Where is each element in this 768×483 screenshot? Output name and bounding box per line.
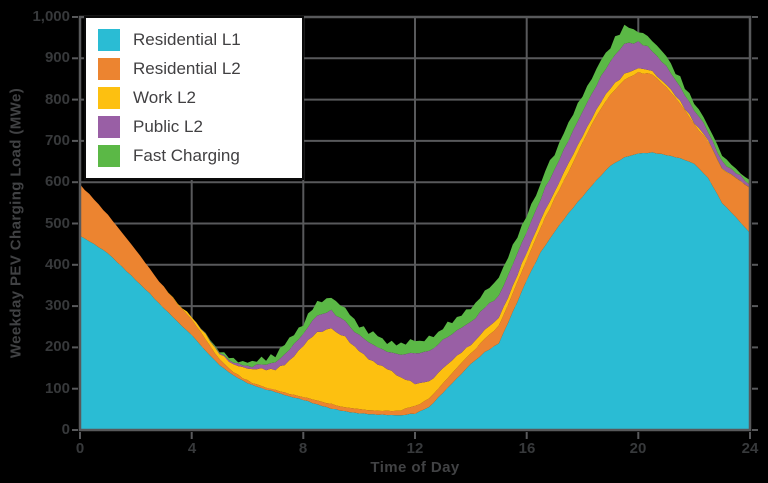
y-tick-label: 700 [44,132,70,149]
x-tick-label: 4 [187,440,197,457]
x-tick-label: 24 [741,440,759,457]
work-l2-swatch-icon [98,86,120,109]
x-axis-title: Time of Day [370,459,460,476]
residential-l2-swatch-icon [98,58,120,81]
y-tick-label: 1,000 [32,8,70,25]
x-tick-label: 8 [298,440,308,457]
y-tick-label: 400 [44,256,70,273]
y-tick-label: 800 [44,91,70,108]
legend: Residential L1 Residential L2 Work L2 Pu… [84,16,304,180]
legend-label: Work L2 [133,87,196,107]
x-tick-label: 0 [75,440,85,457]
y-tick-label: 0 [61,421,70,438]
legend-label: Public L2 [133,116,203,136]
legend-item-residential-l2: Residential L2 [98,58,290,81]
x-tick-label: 16 [518,440,536,457]
y-tick-label: 200 [44,338,70,355]
residential-l1-swatch-icon [98,29,120,52]
legend-item-residential-l1: Residential L1 [98,29,290,52]
legend-label: Fast Charging [133,145,240,165]
y-tick-label: 100 [44,380,70,397]
legend-item-fast-charging: Fast Charging [98,144,290,167]
legend-label: Residential L2 [133,59,241,79]
x-tick-label: 12 [406,440,424,457]
legend-item-public-l2: Public L2 [98,115,290,138]
y-tick-label: 300 [44,297,70,314]
y-tick-label: 500 [44,215,70,232]
legend-label: Residential L1 [133,30,241,50]
y-axis-title: Weekday PEV Charging Load (MWe) [7,87,25,359]
legend-item-work-l2: Work L2 [98,86,290,109]
public-l2-swatch-icon [98,115,120,138]
fast-charging-swatch-icon [98,144,120,167]
y-tick-label: 600 [44,173,70,190]
x-tick-label: 20 [629,440,647,457]
y-tick-label: 900 [44,49,70,66]
